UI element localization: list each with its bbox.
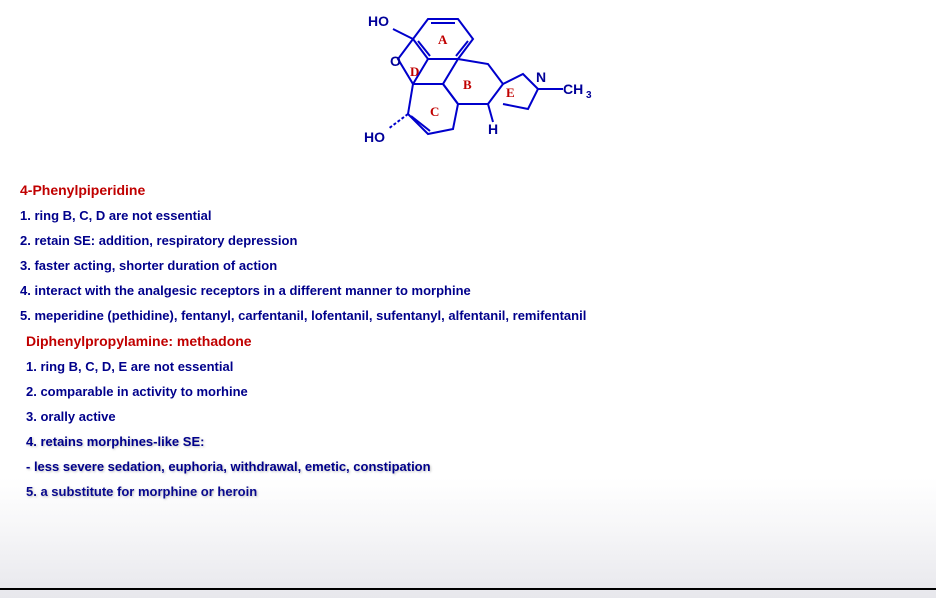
- s2-subline: - less severe sedation, euphoria, withdr…: [20, 459, 916, 474]
- svg-text:HO: HO: [364, 129, 385, 145]
- svg-text:D: D: [410, 64, 419, 79]
- s1-item-4: 4. interact with the analgesic receptors…: [20, 283, 916, 298]
- svg-text:HO: HO: [368, 13, 389, 29]
- morphine-structure-svg: HO O HO N CH3 H A D B E C: [338, 4, 598, 164]
- s1-item-2: 2. retain SE: addition, respiratory depr…: [20, 233, 916, 248]
- svg-text:CH: CH: [563, 81, 583, 97]
- s2-item-3: 3. orally active: [20, 409, 916, 424]
- s2-item-1: 1. ring B, C, D, E are not essential: [20, 359, 916, 374]
- svg-text:H: H: [488, 121, 498, 137]
- svg-text:O: O: [390, 53, 401, 69]
- s1-item-5: 5. meperidine (pethidine), fentanyl, car…: [20, 308, 916, 323]
- svg-text:A: A: [438, 32, 448, 47]
- slide-content: 4-Phenylpiperidine 1. ring B, C, D are n…: [0, 182, 936, 499]
- s2-item-5: 5. a substitute for morphine or heroin: [20, 484, 916, 499]
- s2-item-4: 4. retains morphines-like SE:: [20, 434, 916, 449]
- s2-item-2: 2. comparable in activity to morhine: [20, 384, 916, 399]
- svg-text:N: N: [536, 69, 546, 85]
- svg-text:3: 3: [586, 90, 592, 101]
- footer-rule: [0, 588, 936, 590]
- svg-text:E: E: [506, 85, 515, 100]
- section2-title: Diphenylpropylamine: methadone: [20, 333, 916, 349]
- svg-text:C: C: [430, 104, 439, 119]
- s1-item-1: 1. ring B, C, D are not essential: [20, 208, 916, 223]
- section1-title: 4-Phenylpiperidine: [20, 182, 916, 198]
- svg-text:B: B: [463, 77, 472, 92]
- s1-item-3: 3. faster acting, shorter duration of ac…: [20, 258, 916, 273]
- molecule-diagram: HO O HO N CH3 H A D B E C: [0, 0, 936, 174]
